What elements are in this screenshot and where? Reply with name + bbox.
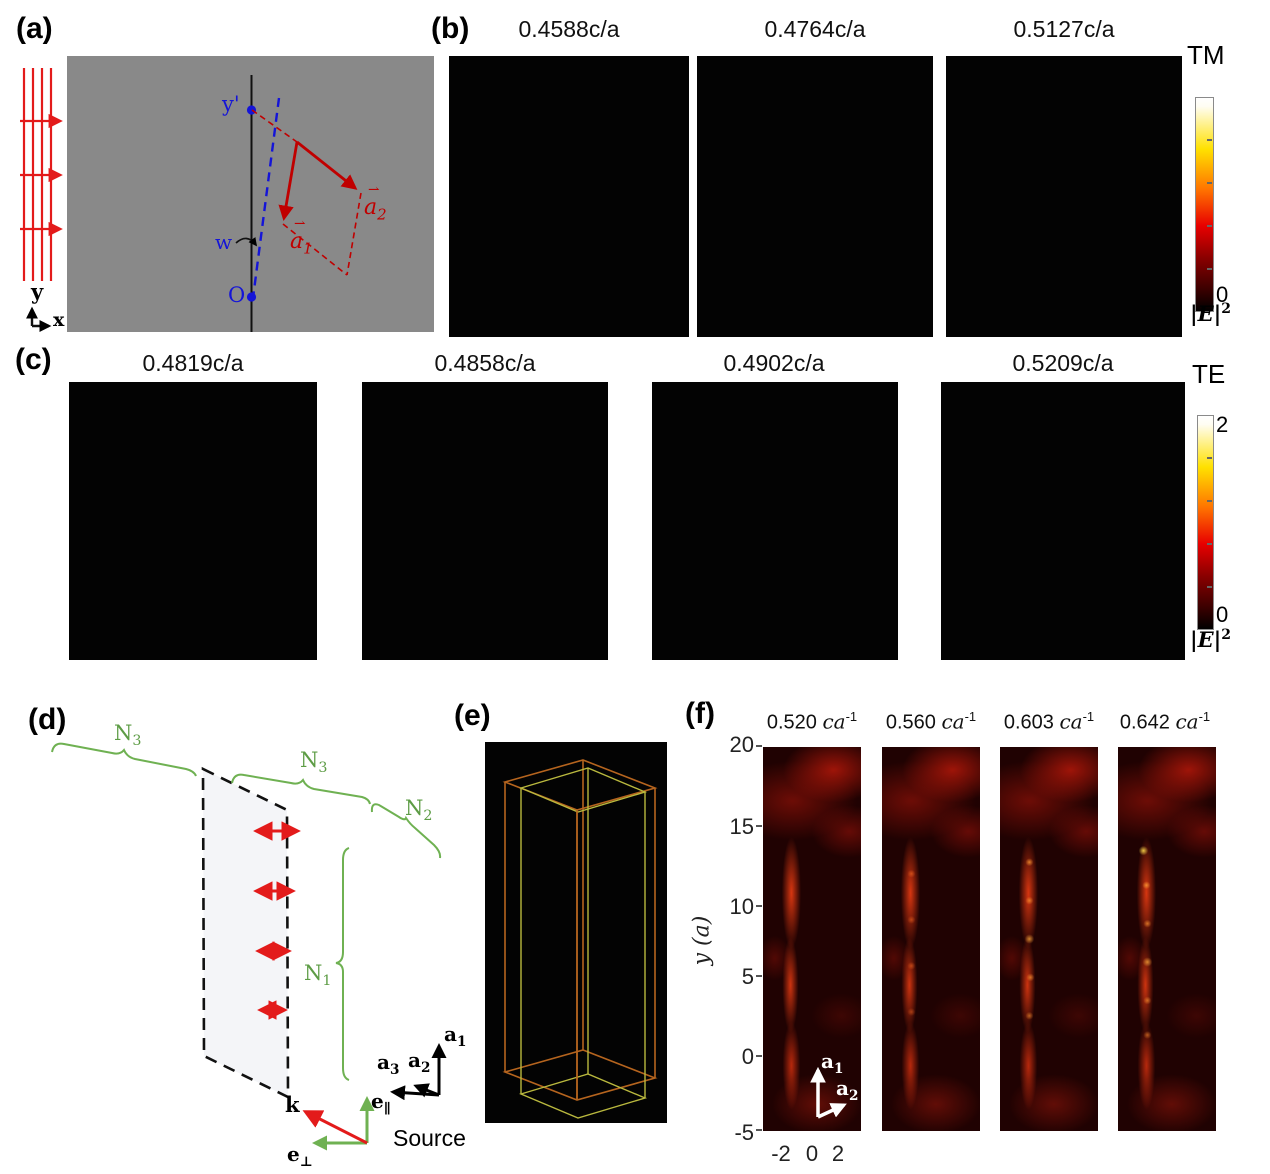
origin-point <box>246 292 257 302</box>
n1-label: N1 <box>304 961 332 990</box>
a2-basis-label: a2 <box>408 1048 431 1076</box>
tilted-axis-dashed-line <box>251 97 281 299</box>
a2-vector-label: ⇀ a2 <box>364 182 387 224</box>
lattice-vectors-a1-a2 <box>251 109 362 276</box>
f-title-3: 0.603 ca-1 <box>1003 709 1095 734</box>
panel-a-crystal-schematic <box>20 56 434 332</box>
k-vector-label: k <box>285 1092 300 1117</box>
f-title-1: 0.520 ca-1 <box>766 709 858 734</box>
tm-field-map-3 <box>946 56 1182 337</box>
y-prime-label: y' <box>222 92 240 116</box>
panel-d-lattice-diagram <box>51 742 447 1151</box>
incident-plane-wave <box>20 68 63 281</box>
e-parallel-label: e∥ <box>371 1089 391 1117</box>
colorbar-te <box>1197 415 1214 630</box>
panel-e-render <box>485 742 667 1123</box>
a1-vector-label: ⇀ a1 <box>290 216 313 258</box>
tm-field-map-1 <box>449 56 689 337</box>
y-prime-point <box>246 105 257 115</box>
e-perp-label: e⊥ <box>287 1142 313 1170</box>
f-xtick-2: 2 <box>831 1141 845 1166</box>
b-mode-title-2: 0.4764c/a <box>764 16 866 42</box>
c-mode-title-2: 0.4858c/a <box>434 350 536 376</box>
f-y-axis-label: y (a) <box>689 915 715 966</box>
colorbar-te-label: |E|2 <box>1190 627 1232 652</box>
te-field-map-3 <box>652 382 898 660</box>
colorbar-te-min: 0 <box>1216 602 1229 627</box>
f-title-2: 0.560 ca-1 <box>885 709 977 734</box>
a1-basis-label: a1 <box>444 1022 467 1050</box>
f1-arrows <box>810 1066 847 1119</box>
origin-label: O <box>228 283 246 307</box>
te-polarization-label: TE <box>1192 359 1226 389</box>
c-mode-title-1: 0.4819c/a <box>142 350 244 376</box>
y-axis-label: y <box>31 279 44 304</box>
panel-d-tag: (d) <box>28 703 67 736</box>
colorbar-te-max: 2 <box>1216 412 1229 437</box>
f-xtick-0: 0 <box>805 1141 819 1166</box>
crack-plane-dashed-outline <box>201 766 290 1100</box>
c-mode-title-4: 0.5209c/a <box>1012 350 1114 376</box>
tm-field-map-2 <box>697 56 933 337</box>
f-ytick-5: 5 <box>741 964 754 989</box>
f-a2-label: a2 <box>836 1076 859 1104</box>
n3-left-label: N3 <box>114 721 142 750</box>
f-ytick-20: 20 <box>729 732 754 757</box>
source-label: Source <box>393 1125 466 1151</box>
f-field-map-1 <box>763 747 861 1131</box>
x-axis-label: x <box>53 309 65 331</box>
panel-e-tag: (e) <box>454 699 491 732</box>
colorbar-tm-min: 0 <box>1216 282 1229 307</box>
panel-f-tag: (f) <box>685 697 715 730</box>
panel-c-tag: (c) <box>15 343 52 376</box>
panel-a-tag: (a) <box>16 12 53 45</box>
wall-width-pointer-arrow <box>235 237 258 247</box>
n3-mid-label: N3 <box>300 748 328 777</box>
c-mode-title-3: 0.4902c/a <box>723 350 825 376</box>
colorbar-tm-label: |E|2 <box>1190 301 1232 326</box>
f-title-4: 0.642 ca-1 <box>1119 709 1211 734</box>
n2-label: N2 <box>405 796 433 825</box>
basis-vectors <box>390 1043 447 1101</box>
count-braces <box>51 742 442 1081</box>
f-field-map-3 <box>1000 747 1098 1131</box>
f-a1-label: a1 <box>821 1049 844 1077</box>
b-mode-title-3: 0.5127c/a <box>1013 16 1115 42</box>
supercell-3d-render <box>502 759 658 1119</box>
te-field-map-4 <box>941 382 1185 660</box>
colorbar-tm <box>1195 97 1214 312</box>
a3-basis-label: a3 <box>377 1050 400 1078</box>
panel-b-tag: (b) <box>431 12 470 45</box>
f-ytick-15: 15 <box>729 814 754 839</box>
wall-width-label: w <box>215 230 233 254</box>
f-ytick-m5: -5 <box>734 1120 754 1145</box>
source-frame <box>302 1096 375 1151</box>
te-field-map-1 <box>69 382 317 660</box>
f-xtick-m2: -2 <box>771 1141 791 1166</box>
f-field-map-2 <box>882 747 980 1131</box>
tm-polarization-label: TM <box>1187 40 1225 70</box>
te-field-map-2 <box>362 382 608 660</box>
displacement-arrows <box>253 821 301 1020</box>
inner-cell-box <box>518 767 648 1119</box>
xy-axis-glyph <box>26 306 52 332</box>
f-ytick-0: 0 <box>741 1044 754 1069</box>
b-mode-title-1: 0.4588c/a <box>518 16 620 42</box>
vacancy-plane <box>203 769 288 1097</box>
f-field-map-4 <box>1118 747 1216 1131</box>
f-ytick-10: 10 <box>729 894 754 919</box>
